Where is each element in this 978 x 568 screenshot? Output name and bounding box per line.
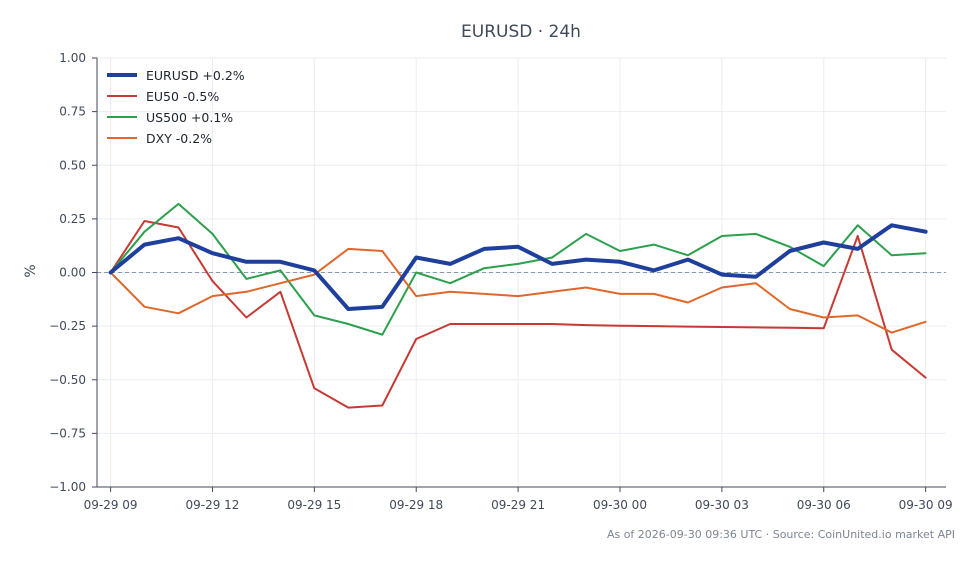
series-line-eurusd bbox=[108, 223, 928, 311]
x-tick-label: 09-30 06 bbox=[797, 498, 851, 512]
x-tick-label: 09-29 18 bbox=[389, 498, 443, 512]
series-line-eu50 bbox=[109, 220, 927, 409]
axes: 1.00 0.75 0.50 0.25 0.00 −0.25 −0.50 −0.75 −1.00… bbox=[49, 51, 952, 512]
series-line-dxy bbox=[109, 247, 927, 334]
y-tick-label: 0.75 bbox=[59, 105, 86, 119]
x-tick-label: 09-29 12 bbox=[185, 498, 239, 512]
y-tick-label: −1.00 bbox=[49, 480, 86, 494]
y-tick-label: 0.00 bbox=[59, 266, 86, 280]
legend-label: DXY -0.2% bbox=[146, 131, 212, 146]
y-tick-label: 1.00 bbox=[59, 51, 86, 65]
y-tick-label: −0.50 bbox=[49, 373, 86, 387]
legend-label: US500 +0.1% bbox=[146, 110, 233, 125]
x-tick-label: 09-30 03 bbox=[695, 498, 749, 512]
legend-label: EURUSD +0.2% bbox=[146, 68, 245, 83]
legend-label: EU50 -0.5% bbox=[146, 89, 219, 104]
x-tick-label: 09-29 21 bbox=[491, 498, 545, 512]
footnote: As of 2026-09-30 09:36 UTC · Source: Coi… bbox=[607, 528, 955, 541]
x-tick-label: 09-29 09 bbox=[84, 498, 138, 512]
y-tick-label: 0.50 bbox=[59, 158, 86, 172]
series-lines bbox=[108, 202, 928, 409]
y-tick-label: −0.25 bbox=[49, 319, 86, 333]
y-tick-label: 0.25 bbox=[59, 212, 86, 226]
x-tick-label: 09-30 00 bbox=[593, 498, 647, 512]
chart-title: EURUSD · 24h bbox=[461, 22, 581, 42]
y-axis-label: % bbox=[23, 264, 39, 277]
legend: EURUSD +0.2% EU50 -0.5% US500 +0.1% DXY -0.… bbox=[107, 68, 245, 146]
y-tick-label: −0.75 bbox=[49, 426, 86, 440]
x-tick-label: 09-30 09 bbox=[899, 498, 953, 512]
series-line-us500 bbox=[109, 202, 927, 336]
x-tick-label: 09-29 15 bbox=[287, 498, 341, 512]
